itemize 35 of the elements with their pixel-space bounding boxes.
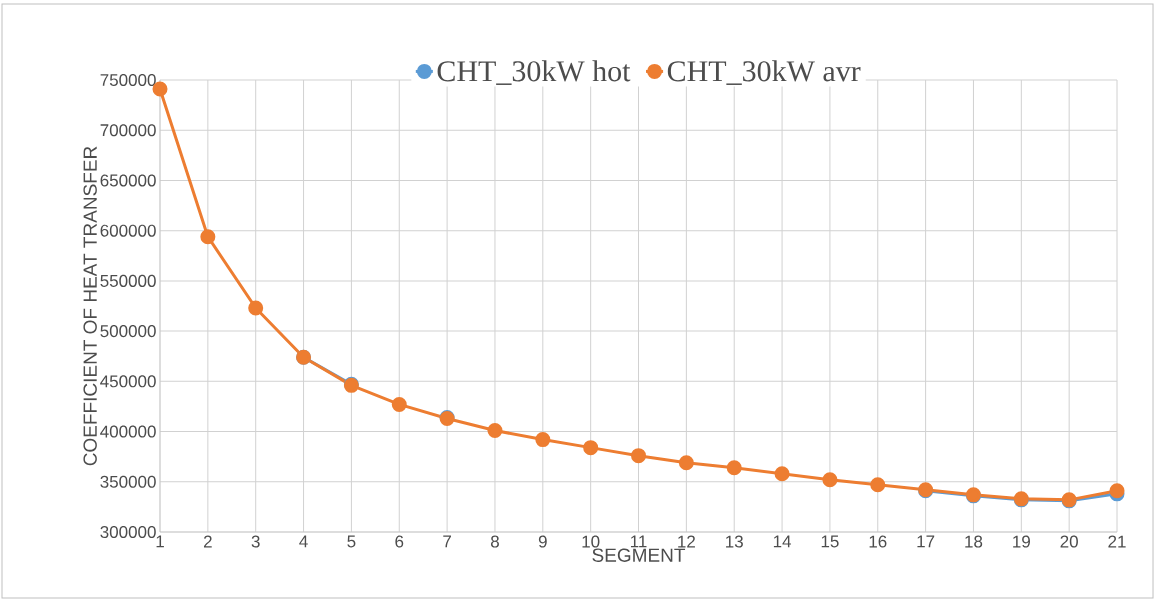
legend-label: CHT_30kW avr [667,60,861,85]
x-axis-title: SEGMENT [592,548,686,562]
x-tick-label: 11 [630,535,647,548]
x-tick-label: 18 [965,535,983,548]
y-tick-label: 600000 [100,224,156,237]
x-tick-label: 4 [299,535,308,548]
x-tick-label: 14 [773,535,792,548]
y-tick-label: 350000 [100,475,156,488]
x-tick-label: 5 [347,535,356,548]
x-tick-label: 12 [678,535,695,548]
x-tick-label: 2 [203,535,212,548]
y-axis-title: COEFFICIENT OF HEAT TRANSFER [83,146,97,466]
x-tick-label: 15 [821,535,839,548]
x-tick-label: 19 [1013,535,1030,548]
legend-label: CHT_30kW hot [437,60,631,85]
x-tick-label: 17 [917,535,935,548]
x-tick-label: 16 [869,535,887,548]
x-tick-label: 7 [443,535,451,548]
x-tick-label: 3 [251,535,260,548]
x-tick-label: 13 [726,535,743,548]
x-tick-label: 8 [490,535,499,548]
y-tick-label: 500000 [100,325,156,338]
y-tick-label: 450000 [100,375,156,388]
x-tick-label: 20 [1060,535,1078,548]
y-tick-label: 650000 [100,174,156,187]
x-tick-label: 21 [1108,535,1126,548]
y-tick-label: 700000 [100,124,156,137]
y-tick-label: 400000 [100,425,156,438]
x-tick-label: 1 [156,535,164,548]
x-tick-label: 6 [395,535,404,548]
y-tick-label: 750000 [100,73,156,87]
x-tick-label: 9 [538,535,547,548]
y-tick-label: 550000 [100,274,156,287]
y-tick-label: 300000 [100,525,156,539]
x-tick-label: 10 [582,535,600,548]
